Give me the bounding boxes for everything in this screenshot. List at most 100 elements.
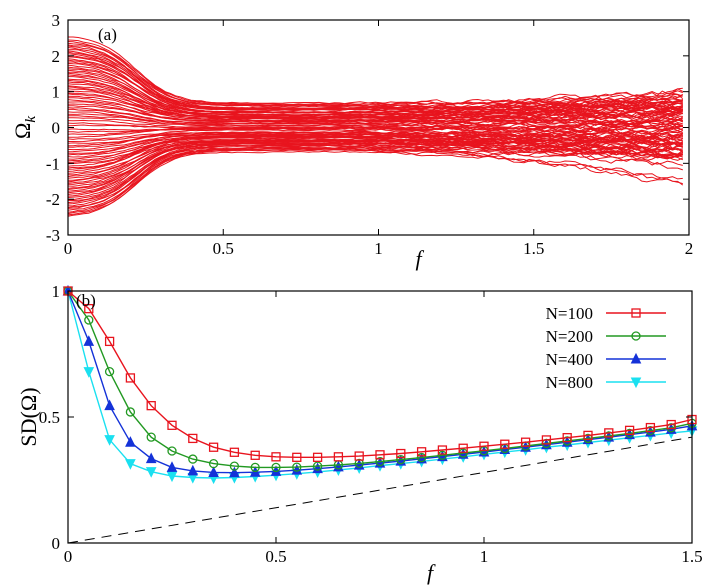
panel-b-series-n-400 xyxy=(62,284,698,478)
panel-a-oscillator-line xyxy=(67,113,683,128)
panel-b-data-point xyxy=(292,462,302,472)
panel-b-data-point xyxy=(145,467,157,478)
panel-b-series-line xyxy=(67,290,693,474)
panel-b-data-point xyxy=(396,448,406,459)
panel-a-oscillator-line xyxy=(67,78,683,121)
panel-b-x-tick-label: 1.5 xyxy=(681,547,702,566)
panel-b-data-point xyxy=(375,450,385,460)
panel-a-ticks: 0 0.5 1 1.5 2 -3 -2 -1 0 1 2 3 xyxy=(46,11,693,258)
panel-b-data-point xyxy=(188,433,198,444)
panel-b-data-point xyxy=(84,303,94,314)
panel-b-data-point xyxy=(83,335,95,346)
panel-b-data-point xyxy=(500,439,510,449)
panel-b-label: (b) xyxy=(76,291,96,310)
panel-a-oscillator-line xyxy=(67,47,684,108)
panel-b-data-point xyxy=(437,450,448,460)
panel-b-data-point xyxy=(166,461,178,472)
panel-b-data-point xyxy=(166,471,178,483)
panel-a-oscillator-line xyxy=(67,146,683,207)
panel-b-data-point xyxy=(125,436,136,447)
panel-b-y-tick-label: 0.5 xyxy=(39,408,60,427)
panel-b-data-point xyxy=(541,435,552,445)
panel-b-data-point xyxy=(250,450,260,460)
panel-b-data-point xyxy=(312,452,323,462)
panel-a-y-axis-label: Ωk xyxy=(10,116,39,139)
panel-b-series-n-200 xyxy=(63,286,697,473)
panel-a-y-tick-label: 3 xyxy=(52,11,61,30)
panel-b-x-tick-label: 0 xyxy=(64,547,73,566)
panel-b-data-point xyxy=(312,462,323,474)
panel-b-data-point xyxy=(208,466,219,477)
panel-b-legend-marker xyxy=(631,331,641,341)
panel-b-data-point xyxy=(125,459,136,470)
panel-b-data-point xyxy=(458,448,468,458)
panel-a-oscillator-line xyxy=(67,41,683,107)
panel-b-data-point xyxy=(271,462,281,473)
panel-b-data-point xyxy=(624,425,635,436)
panel-a-oscillator-line xyxy=(67,68,683,116)
panel-a-y-tick-label: -3 xyxy=(46,226,60,245)
panel-b-data-point xyxy=(146,432,156,442)
panel-b-data-point xyxy=(250,462,260,473)
panel-a-oscillator-line xyxy=(67,142,683,202)
panel-b-data-point xyxy=(146,401,156,411)
panel-b-series-n-100 xyxy=(63,286,697,462)
panel-b-data-point xyxy=(125,407,136,417)
panel-b-data-point xyxy=(583,430,593,441)
panel-b-data-point xyxy=(354,451,364,461)
panel-b-data-point xyxy=(229,447,240,457)
panel-a-y-tick-label: -1 xyxy=(46,154,60,173)
panel-b-data-point xyxy=(188,454,198,464)
panel-b-data-point xyxy=(104,336,115,347)
panel-b-data-point xyxy=(375,456,385,467)
panel-a-oscillator-line xyxy=(67,88,683,121)
panel-b-data-point xyxy=(104,435,115,446)
panel-b-series-n-800 xyxy=(62,286,698,485)
panel-a-series-group xyxy=(67,36,684,217)
panel-b-data-point xyxy=(125,373,136,383)
panel-b-data-point xyxy=(167,420,177,430)
panel-a-oscillator-line xyxy=(67,59,683,114)
panel-b-data-point xyxy=(271,452,281,462)
panel-b-x-tick-label: 1 xyxy=(480,547,489,566)
panel-a-oscillator-line xyxy=(68,36,683,105)
panel-a-oscillator-line xyxy=(67,149,683,215)
panel-a-y-tick-label: 2 xyxy=(52,47,61,66)
panel-a-oscillator-line xyxy=(67,138,683,169)
panel-b-data-point xyxy=(604,428,614,438)
panel-b-data-point xyxy=(208,442,219,452)
panel-b-data-point xyxy=(229,461,240,471)
panel-b-data-point xyxy=(666,419,676,430)
panel-b-data-point xyxy=(520,437,531,447)
panel-b-data-point xyxy=(354,458,364,469)
panel-b-plot-frame xyxy=(67,290,693,544)
panel-b-data-point xyxy=(437,445,448,455)
panel-b-data-point xyxy=(187,464,199,476)
panel-b-legend-marker xyxy=(631,308,641,318)
panel-a-x-tick-label: 1 xyxy=(374,239,383,258)
panel-a-x-tick-label: 0.5 xyxy=(213,239,234,258)
panel-b-data-point xyxy=(104,399,115,411)
panel-a-y-tick-label: -2 xyxy=(46,190,60,209)
panel-b-series-line xyxy=(67,290,693,458)
panel-b-y-axis-label: SD(Ω) xyxy=(16,387,41,446)
panel-a-y-tick-label: 0 xyxy=(52,119,61,138)
panel-a-x-tick-label: 1.5 xyxy=(523,239,544,258)
panel-a: 0 0.5 1 1.5 2 -3 -2 -1 0 1 2 3 (a) f Ωk xyxy=(10,11,693,271)
panel-a-x-tick-label: 0 xyxy=(64,239,73,258)
panel-b-data-point xyxy=(104,366,115,377)
panel-a-y-tick-label: 1 xyxy=(52,83,61,102)
panel-b-data-point xyxy=(167,446,177,456)
panel-b-x-axis-label: f xyxy=(427,560,436,585)
panel-b-data-point xyxy=(396,454,406,465)
panel-a-oscillator-line xyxy=(67,44,683,111)
panel-a-oscillator-line xyxy=(67,133,684,151)
panel-b-legend-label: N=200 xyxy=(546,327,593,346)
panel-b-legend-marker xyxy=(630,352,642,364)
panel-b-data-point xyxy=(416,447,427,457)
panel-b-data-point xyxy=(83,367,95,378)
panel-a-label: (a) xyxy=(98,25,117,44)
panel-b-data-point xyxy=(479,441,489,451)
panel-b-data-point xyxy=(145,452,157,464)
